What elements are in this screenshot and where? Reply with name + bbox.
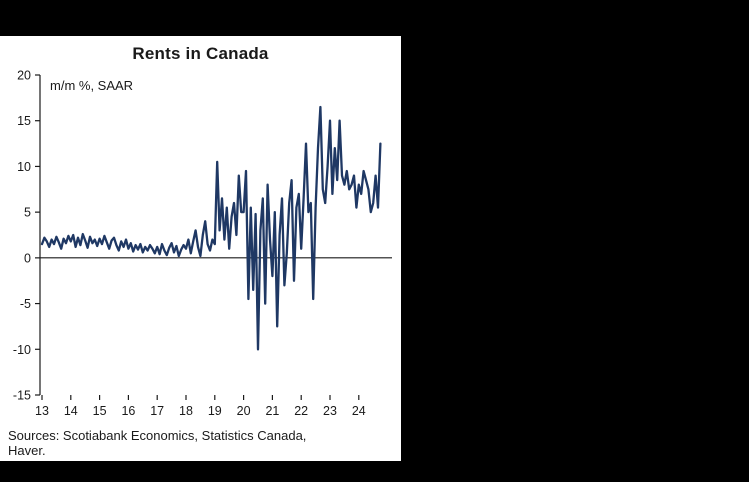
x-tick-label: 16 [121, 404, 135, 418]
x-tick-label: 13 [35, 404, 49, 418]
letterbox-right [401, 36, 749, 461]
x-tick-label: 18 [179, 404, 193, 418]
y-tick-label: 5 [24, 206, 31, 220]
y-tick-label: -5 [20, 297, 31, 311]
y-tick-label: 20 [17, 69, 31, 83]
x-tick-label: 19 [208, 404, 222, 418]
y-tick-label: 15 [17, 114, 31, 128]
source-line-1: Sources: Scotiabank Economics, Statistic… [8, 427, 307, 443]
source-line-2: Haver. [8, 443, 46, 459]
y-tick-label: -10 [13, 343, 31, 357]
x-tick-label: 15 [93, 404, 107, 418]
rents-series-line [40, 105, 382, 351]
y-tick-label: -15 [13, 389, 31, 403]
y-tick-label: 10 [17, 160, 31, 174]
x-tick-label: 17 [150, 404, 164, 418]
chart-panel: Rents in Canada m/m %, SAAR 20 15 10 5 0 -5 -1… [0, 36, 401, 461]
x-tick-label: 20 [237, 404, 251, 418]
chart-title: Rents in Canada [132, 44, 269, 63]
x-tick-label: 14 [64, 404, 78, 418]
letterbox-bottom [0, 461, 749, 482]
letterbox-top [0, 0, 749, 36]
axis-note: m/m %, SAAR [50, 78, 134, 93]
chart-wrap: 20 15 10 5 0 -5 -10 -15 13 14 15 16 17 18 19 20 21 22 23 24 [0, 66, 400, 426]
x-tick-label: 21 [265, 404, 279, 418]
x-tick-label: 23 [323, 404, 337, 418]
y-tick-label: 0 [24, 251, 31, 265]
source-note: Sources: Scotiabank Economics, Statistic… [8, 428, 306, 459]
x-tick-label: 24 [352, 404, 366, 418]
x-tick-label: 22 [294, 404, 308, 418]
chart-svg: 20 15 10 5 0 -5 -10 -15 13 14 15 16 17 18 19 20 21 22 23 24 [13, 69, 392, 418]
